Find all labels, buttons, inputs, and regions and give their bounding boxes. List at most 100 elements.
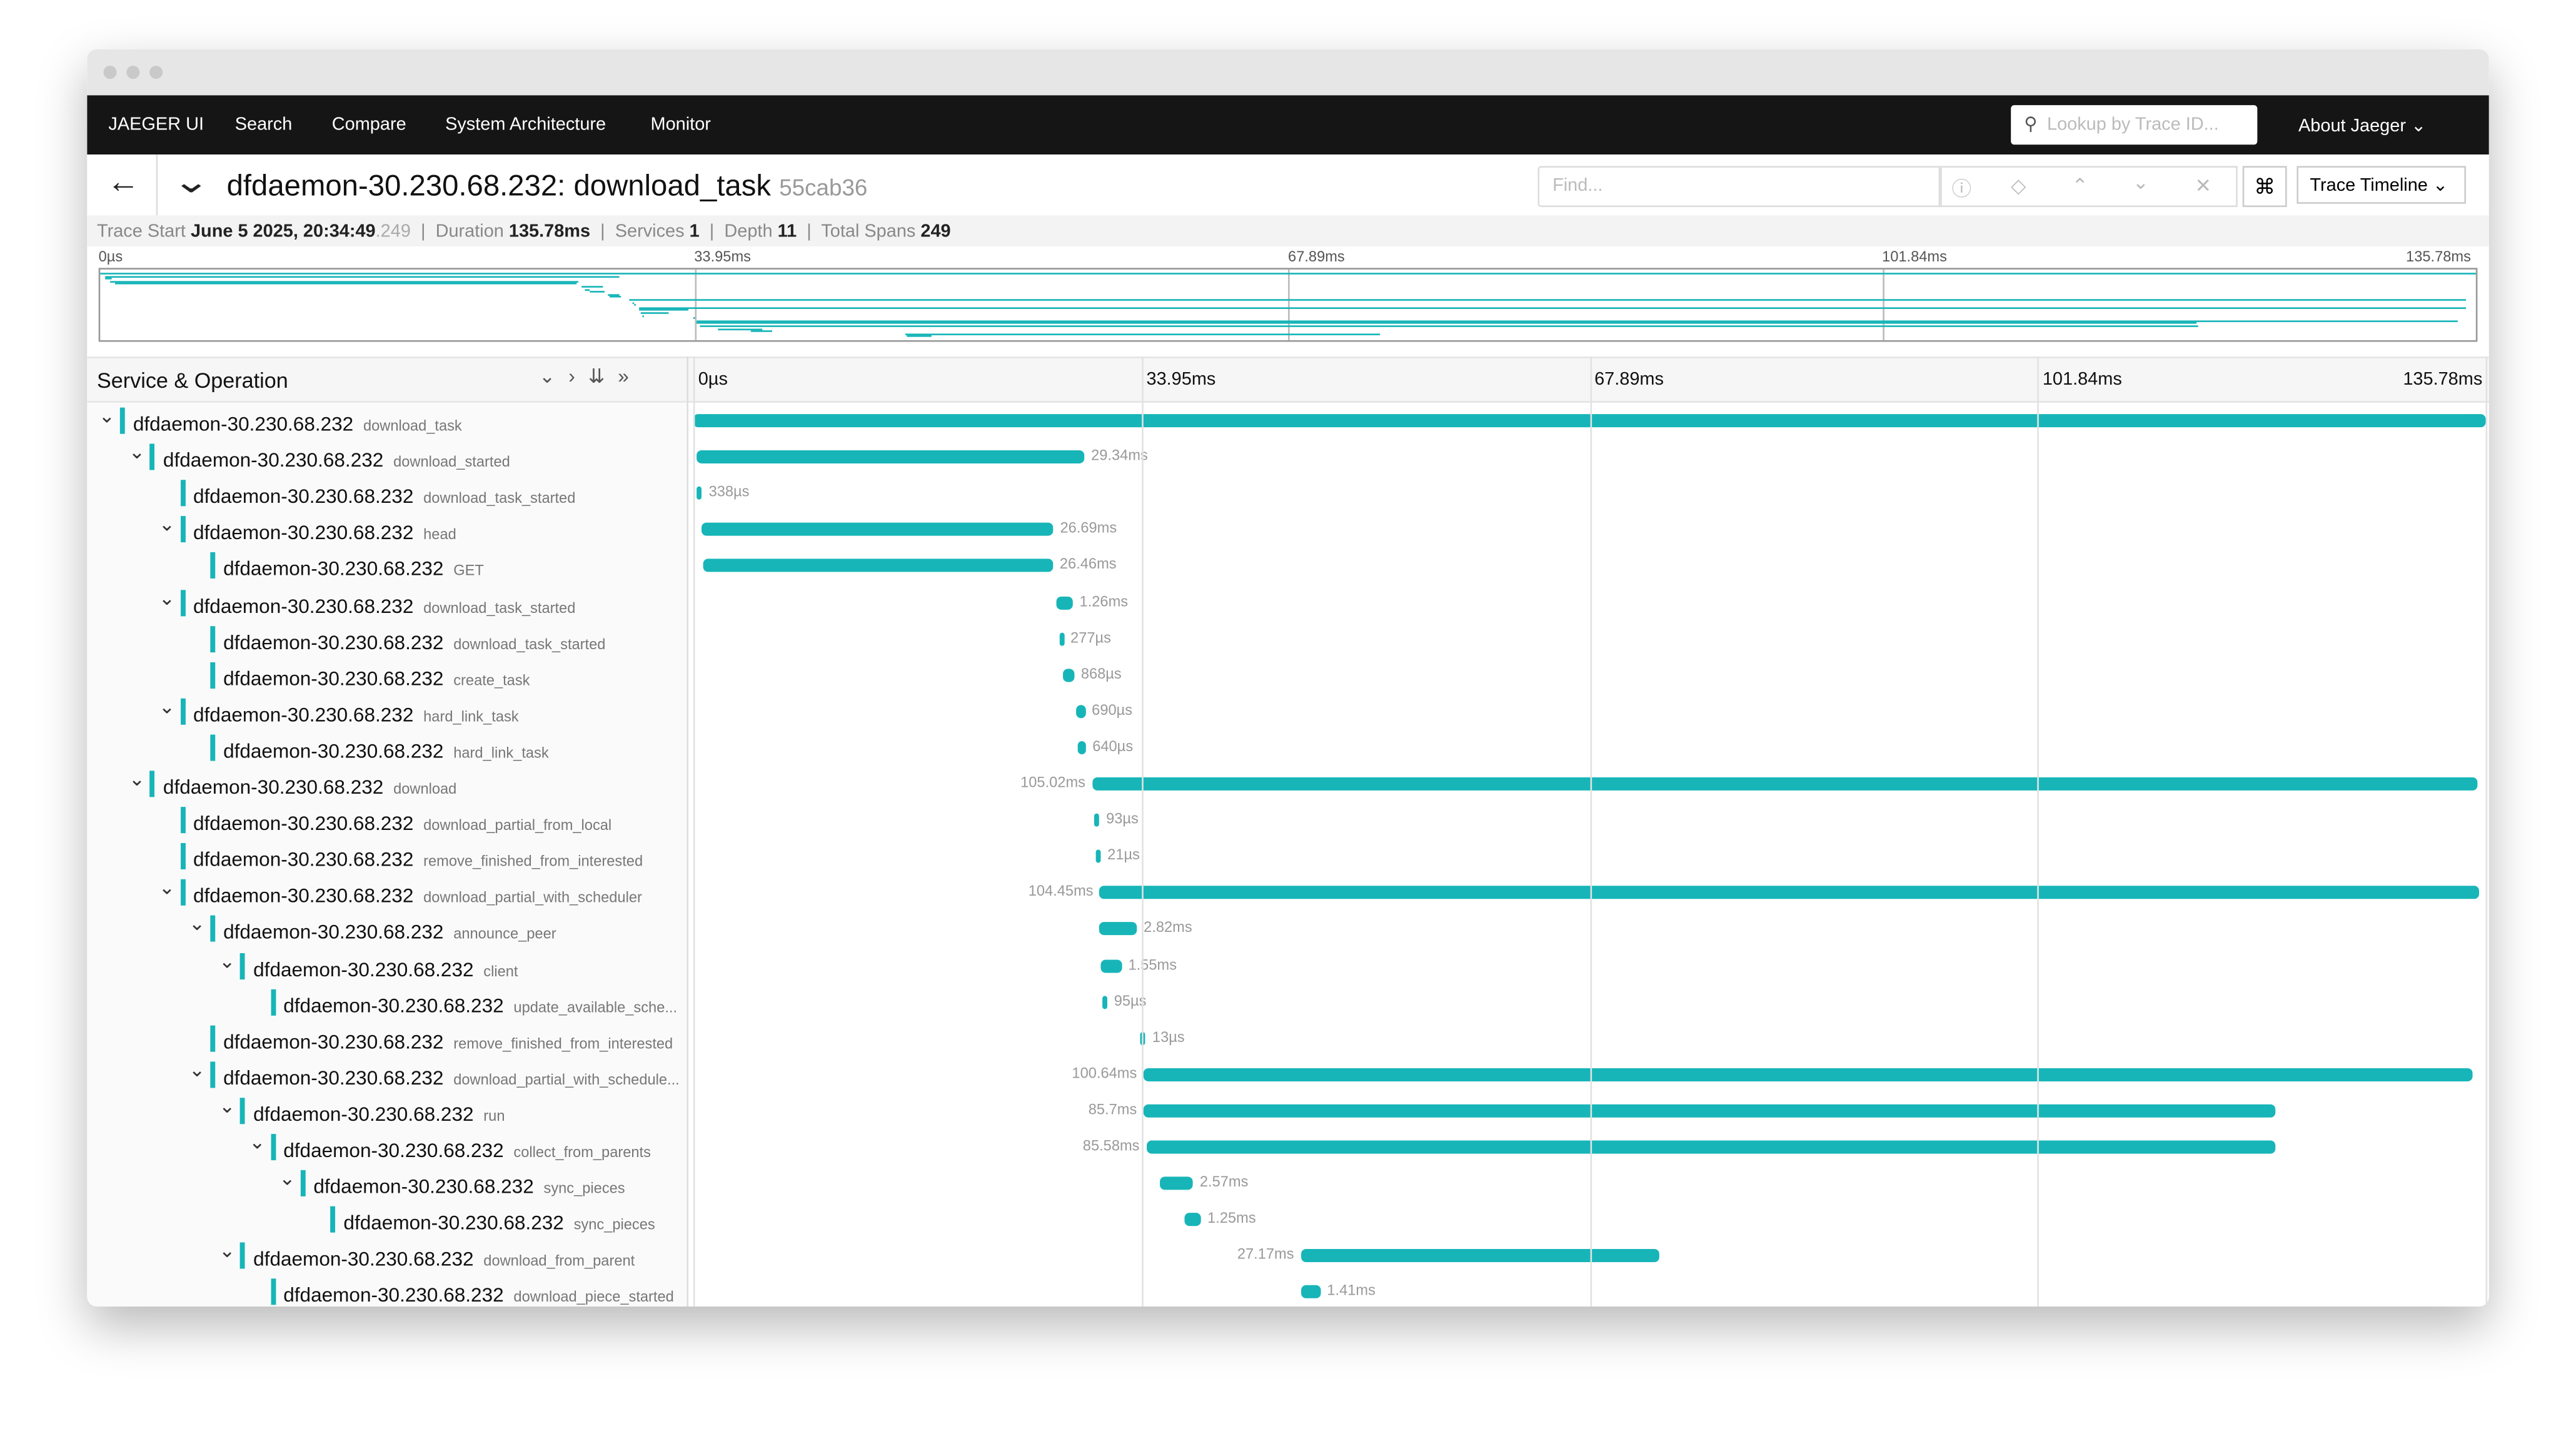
span-bar [697,487,703,500]
operation-name: client [483,962,518,979]
nav-link[interactable]: System Architecture [445,114,606,135]
span-row[interactable]: ⌄ dfdaemon-30.230.68.232 download_task [87,403,2489,439]
service-name: dfdaemon-30.230.68.232 [253,1102,474,1126]
span-row[interactable]: dfdaemon-30.230.68.232 update_available_s… [87,984,2489,1020]
row-toggle[interactable]: ⌄ [188,1058,206,1081]
span-row[interactable]: ⌄ dfdaemon-30.230.68.232 run 85.7ms [87,1093,2489,1129]
service-color [210,1061,215,1088]
span-duration: 690µs [1092,701,1133,718]
row-toggle[interactable]: ⌄ [249,1130,266,1154]
minimap-span [581,286,604,288]
minimap-span [633,304,636,306]
row-toggle[interactable]: ⌄ [218,1094,236,1118]
span-row[interactable]: ⌄ dfdaemon-30.230.68.232 announce_peer 2.82… [87,911,2489,948]
span-name: dfdaemon-30.230.68.232 hard_link_task [193,700,519,729]
row-toggle[interactable]: ⌄ [128,440,146,464]
row-toggle[interactable]: ⌄ [279,1166,296,1190]
brand[interactable]: JAEGER UI [108,114,204,135]
span-row[interactable]: ⌄ dfdaemon-30.230.68.232 download_partial_… [87,875,2489,911]
operation-name: sync_pieces [573,1216,655,1233]
span-row[interactable]: ⌄ dfdaemon-30.230.68.232 client 1.55ms [87,948,2489,984]
span-row[interactable]: dfdaemon-30.230.68.232 hard_link_task 640µ… [87,729,2489,766]
row-toggle[interactable]: ⌄ [98,404,116,428]
service-color [210,625,215,652]
operation-name: download_task_started [423,599,576,616]
row-toggle[interactable]: ⌄ [188,913,206,936]
splitter [687,356,688,1307]
shortcut-button[interactable]: ⌘ [2242,166,2287,208]
service-color [300,1170,306,1197]
trace-lookup[interactable]: ⚲ Lookup by Trace ID... [2011,105,2258,145]
service-name: dfdaemon-30.230.68.232 [193,812,414,836]
span-bar [1095,849,1101,863]
nav-link[interactable]: Search [234,114,293,135]
view-select[interactable]: Trace Timeline ⌄ [2297,166,2467,204]
span-row[interactable]: dfdaemon-30.230.68.232 download_task_star… [87,475,2489,512]
span-row[interactable]: dfdaemon-30.230.68.232 GET 26.46ms [87,548,2489,584]
timeline-tick-label: 135.78ms [2403,370,2483,390]
minimap-tick-label: 33.95ms [694,248,752,265]
span-row[interactable]: dfdaemon-30.230.68.232 sync_pieces 1.25ms [87,1201,2489,1238]
grid-line [2485,356,2488,1307]
span-bar [1059,632,1064,645]
about-label: About Jaeger [2298,116,2406,137]
operation-name: download [393,781,457,797]
collapse-toggle[interactable]: ⌄ [171,164,211,201]
span-bar [1077,741,1086,754]
span-row[interactable]: dfdaemon-30.230.68.232 remove_finished_fr… [87,1020,2489,1056]
span-row[interactable]: dfdaemon-30.230.68.232 create_task 868µs [87,657,2489,693]
row-toggle[interactable]: ⌄ [218,949,236,973]
service-color [179,698,185,725]
span-row[interactable]: ⌄ dfdaemon-30.230.68.232 download_task_sta… [87,584,2489,620]
minimap-span [607,293,620,296]
span-row[interactable]: dfdaemon-30.230.68.232 download_task_star… [87,620,2489,657]
service-color [179,480,185,507]
expand-controls[interactable]: ⌄›⇊» [538,365,642,388]
span-row[interactable]: dfdaemon-30.230.68.232 download_piece_sta… [87,1274,2489,1307]
row-toggle[interactable]: ⌄ [218,1239,236,1263]
span-row[interactable]: dfdaemon-30.230.68.232 download_partial_f… [87,802,2489,839]
service-name: dfdaemon-30.230.68.232 [133,412,354,436]
span-name: dfdaemon-30.230.68.232 client [253,954,518,983]
span-name: dfdaemon-30.230.68.232 collect_from_paren… [283,1136,651,1165]
service-color [179,807,185,834]
grid-line [693,356,695,1307]
span-row[interactable]: ⌄ dfdaemon-30.230.68.232 head 26.69ms [87,512,2489,548]
service-name: dfdaemon-30.230.68.232 [283,1138,504,1162]
row-toggle[interactable]: ⌄ [158,513,176,537]
nav-link[interactable]: Compare [331,114,406,135]
span-row[interactable]: ⌄ dfdaemon-30.230.68.232 download_from_par… [87,1238,2489,1274]
service-name: dfdaemon-30.230.68.232 [313,1175,534,1198]
row-toggle[interactable]: ⌄ [158,585,176,609]
span-row[interactable]: ⌄ dfdaemon-30.230.68.232 download_partial_… [87,1056,2489,1093]
nav-link[interactable]: Monitor [650,114,711,135]
operation-name: download_piece_started [513,1289,674,1306]
span-row[interactable]: ⌄ dfdaemon-30.230.68.232 hard_link_task 690… [87,693,2489,729]
span-row[interactable]: ⌄ dfdaemon-30.230.68.232 download_started 2… [87,439,2489,475]
minimap-span [585,288,590,291]
span-row[interactable]: ⌄ dfdaemon-30.230.68.232 sync_pieces 2.57ms [87,1165,2489,1201]
span-name: dfdaemon-30.230.68.232 download_partial_w… [223,1063,680,1093]
span-row[interactable]: dfdaemon-30.230.68.232 remove_finished_fr… [87,839,2489,875]
back-button[interactable]: ← [106,164,140,201]
find-input[interactable]: Find... [1537,166,1942,208]
span-name: dfdaemon-30.230.68.232 head [193,518,456,547]
operation-name: download_task_started [423,490,576,507]
left-panel [87,402,687,1307]
row-toggle[interactable]: ⌄ [158,694,176,718]
minimap[interactable] [98,268,2478,342]
find-controls[interactable]: ⓘ ◇ ⌃ ⌄ ✕ [1938,166,2238,208]
lookup-placeholder: Lookup by Trace ID... [2046,114,2219,135]
service-name: dfdaemon-30.230.68.232 [253,1248,474,1271]
row-toggle[interactable]: ⌄ [158,876,176,900]
search-icon: ⚲ [2024,114,2038,135]
operation-name: download_partial_with_schedule... [453,1071,680,1088]
row-toggle[interactable]: ⌄ [128,767,146,791]
service-color [210,916,215,943]
span-row[interactable]: ⌄ dfdaemon-30.230.68.232 download 105.02ms [87,766,2489,802]
span-row[interactable]: ⌄ dfdaemon-30.230.68.232 collect_from_pare… [87,1129,2489,1165]
operation-name: remove_finished_from_interested [453,1034,673,1051]
service-color [210,734,215,761]
about-menu[interactable]: About Jaeger ⌄ [2298,116,2427,137]
span-duration: 1.55ms [1128,955,1177,973]
